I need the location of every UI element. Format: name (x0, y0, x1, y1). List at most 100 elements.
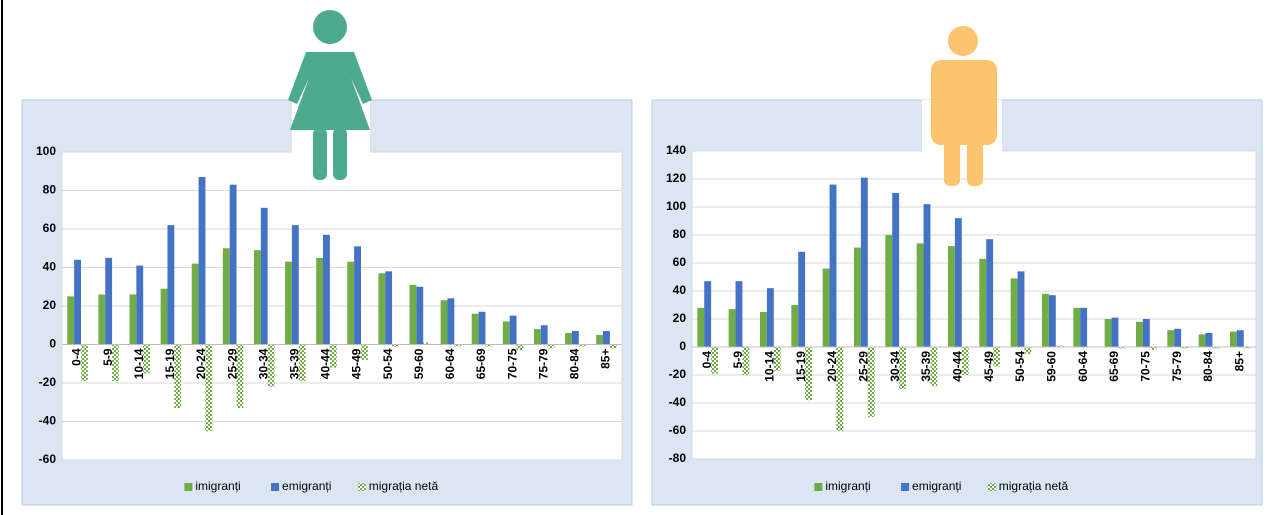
legend-swatch (901, 483, 910, 491)
bar (1104, 319, 1112, 347)
x-tick-label: 10-14 (763, 351, 777, 382)
bar (571, 331, 579, 345)
x-tick-label: 5-9 (731, 351, 745, 369)
bar (1198, 334, 1206, 347)
x-tick-label: 85+ (599, 349, 613, 369)
bar (205, 344, 213, 432)
bar (697, 307, 705, 347)
legend-swatch (814, 483, 823, 491)
bar (385, 271, 393, 345)
bar (1236, 330, 1244, 347)
bar (1212, 347, 1220, 349)
x-tick-label: 45-49 (350, 348, 364, 379)
legend-label: emigranți (282, 479, 331, 493)
bar (916, 243, 924, 347)
x-tick-label: 50-54 (381, 348, 395, 379)
bar (98, 294, 106, 345)
x-tick-label: 35-39 (288, 348, 302, 379)
x-tick-label: 35-39 (919, 351, 933, 382)
bar (378, 273, 386, 345)
bar (236, 344, 244, 409)
x-tick-label: 0-4 (70, 348, 84, 366)
bar (986, 239, 994, 347)
bar (947, 246, 955, 347)
y-tick-label: -80 (669, 451, 687, 465)
bar (791, 305, 799, 347)
bar (1135, 321, 1143, 347)
y-tick-label: 0 (49, 337, 56, 351)
bar (502, 321, 510, 345)
x-tick-label: 59-60 (412, 348, 426, 379)
bar (260, 207, 268, 345)
bar (1024, 347, 1032, 354)
bar (509, 315, 517, 345)
bar (885, 235, 893, 347)
y-tick-label: 100 (666, 199, 686, 213)
bar (822, 268, 830, 347)
bar (596, 334, 604, 345)
bar (222, 248, 230, 345)
x-tick-label: 85+ (1233, 351, 1247, 371)
bar (174, 344, 182, 409)
bar (961, 347, 969, 375)
x-tick-label: 40-44 (951, 351, 965, 382)
legend-label: migrația netă (999, 479, 1069, 493)
bar (711, 347, 719, 374)
bar (136, 265, 144, 345)
bar (454, 344, 462, 347)
bar (1174, 328, 1182, 347)
bar (298, 344, 306, 382)
x-tick-label: 25-29 (857, 351, 871, 382)
bar (416, 286, 424, 345)
bar (478, 311, 486, 345)
bar (930, 347, 938, 387)
bar (143, 344, 151, 374)
legend-swatch (184, 483, 193, 491)
bar (1017, 271, 1025, 347)
bar (409, 284, 417, 345)
legend-swatch (357, 483, 366, 491)
legend-label: migrația netă (369, 479, 439, 493)
bar (285, 261, 292, 345)
bar (742, 347, 750, 375)
bar (74, 259, 81, 345)
y-tick-label: 80 (673, 227, 687, 241)
bar (347, 261, 355, 345)
x-tick-label: 45-49 (982, 351, 996, 382)
bar (609, 344, 617, 349)
x-tick-label: 65-69 (1107, 351, 1121, 382)
bar (360, 344, 368, 360)
bar (354, 246, 361, 345)
bar (423, 342, 431, 345)
x-tick-label: 80-84 (568, 348, 582, 379)
x-tick-label: 25-29 (225, 348, 239, 379)
bar (1142, 319, 1150, 347)
x-tick-label: 20-24 (194, 348, 208, 379)
bar (392, 344, 399, 347)
y-tick-label: -60 (39, 452, 57, 466)
x-tick-label: 10-14 (132, 348, 146, 379)
y-tick-label: 20 (43, 298, 57, 312)
x-tick-label: 30-34 (888, 351, 902, 382)
bar (1118, 347, 1126, 349)
x-tick-label: 15-19 (794, 351, 808, 382)
bar (829, 184, 837, 347)
bar (853, 247, 861, 347)
x-tick-label: 70-75 (505, 348, 519, 379)
bar (323, 234, 330, 345)
bar (1041, 293, 1049, 347)
bar (836, 347, 844, 431)
y-tick-label: -60 (669, 423, 687, 437)
y-tick-label: 120 (666, 171, 686, 185)
bar (105, 257, 113, 345)
bar (191, 263, 199, 345)
x-tick-label: 65-69 (474, 348, 488, 379)
x-tick-label: 0-4 (700, 351, 714, 369)
y-tick-label: 40 (43, 260, 57, 274)
x-tick-label: 15-19 (163, 348, 177, 379)
bar (198, 177, 206, 345)
bar (805, 347, 813, 401)
x-tick-label: 30-34 (256, 348, 270, 379)
x-tick-label: 59-60 (1045, 351, 1059, 382)
bar (440, 300, 448, 345)
